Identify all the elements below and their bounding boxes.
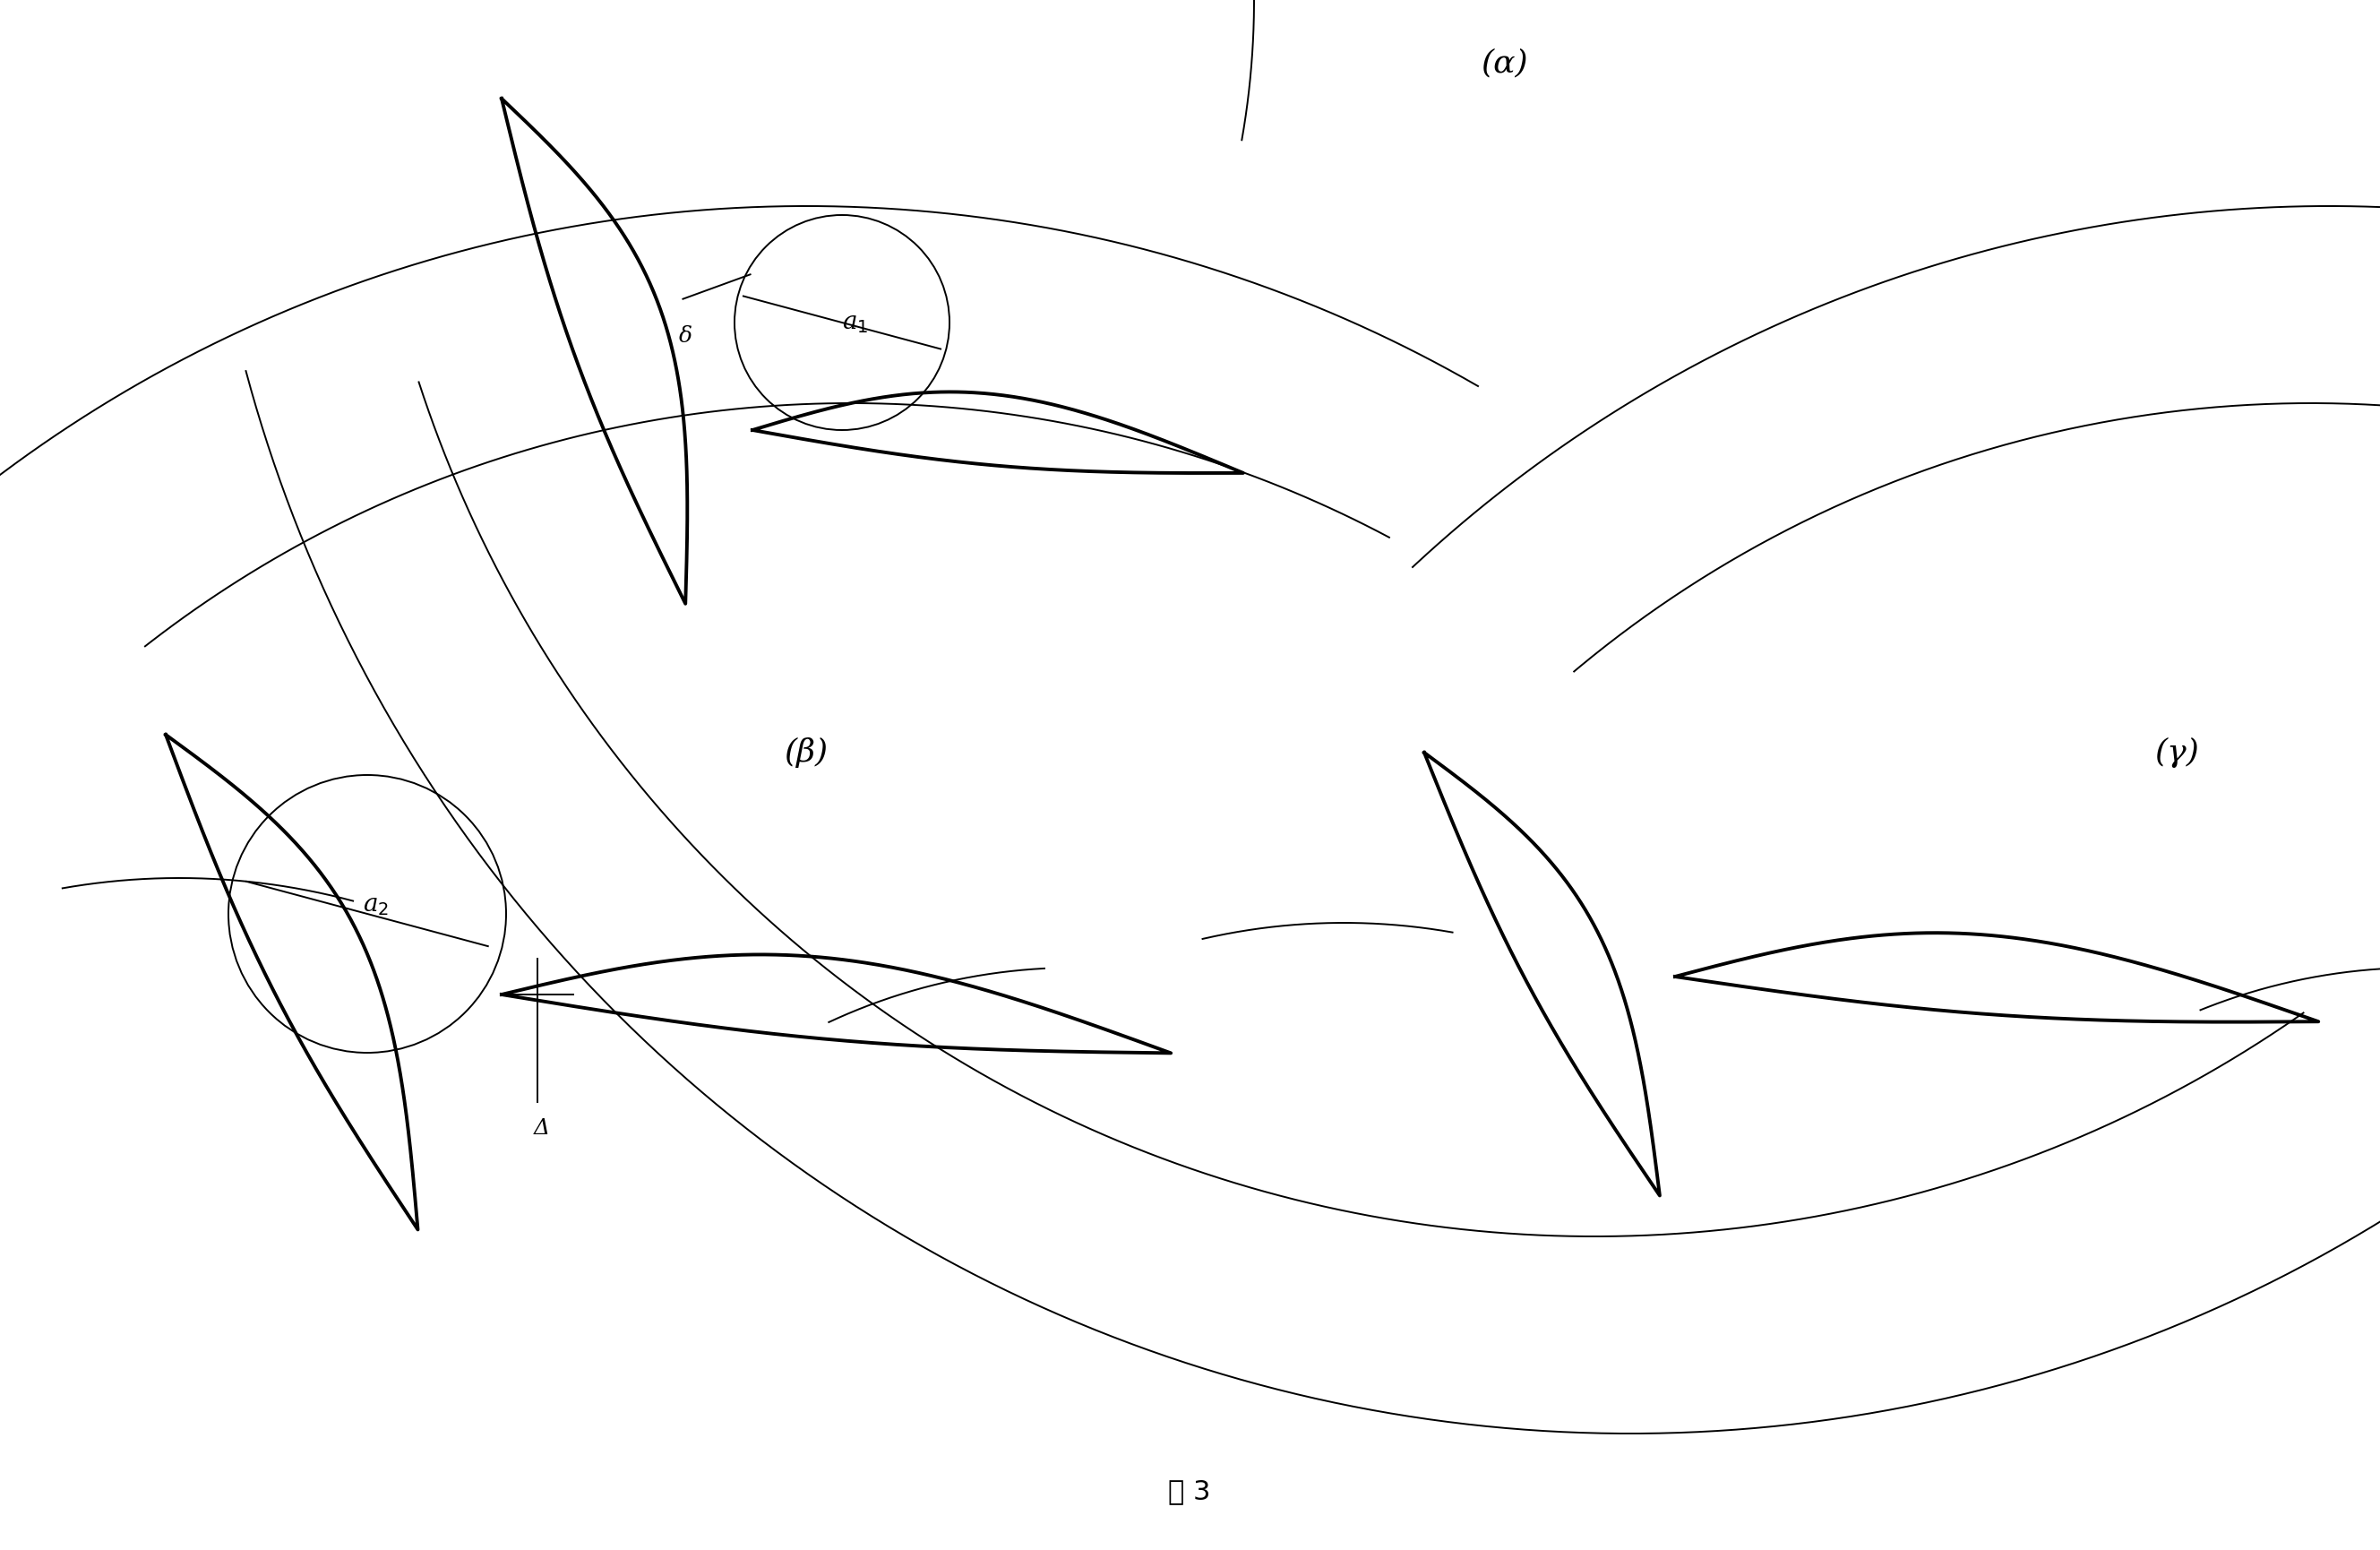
Text: (α): (α) [1480, 48, 1528, 78]
Text: 图 3: 图 3 [1169, 1479, 1211, 1505]
Text: δ: δ [678, 326, 693, 346]
Text: a$_2$: a$_2$ [364, 893, 390, 918]
Text: (β): (β) [783, 738, 828, 767]
Text: (γ): (γ) [2154, 738, 2199, 767]
Text: Δ: Δ [533, 1119, 550, 1139]
Text: a$_1$: a$_1$ [843, 310, 869, 335]
